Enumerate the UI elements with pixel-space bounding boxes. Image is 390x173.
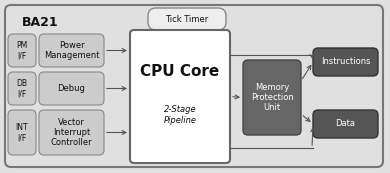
FancyBboxPatch shape: [39, 34, 104, 67]
FancyBboxPatch shape: [148, 8, 226, 30]
FancyBboxPatch shape: [8, 110, 36, 155]
FancyBboxPatch shape: [39, 110, 104, 155]
Text: Debug: Debug: [58, 84, 85, 93]
FancyBboxPatch shape: [5, 5, 383, 167]
FancyBboxPatch shape: [39, 72, 104, 105]
Text: INT
I/F: INT I/F: [16, 123, 28, 142]
FancyBboxPatch shape: [8, 72, 36, 105]
FancyBboxPatch shape: [243, 60, 301, 135]
Text: 2-Stage
Pipeline: 2-Stage Pipeline: [163, 105, 197, 125]
Text: Memory
Protection
Unit: Memory Protection Unit: [251, 83, 293, 112]
Text: PM
I/F: PM I/F: [16, 41, 28, 60]
Text: Data: Data: [335, 120, 356, 129]
FancyBboxPatch shape: [313, 110, 378, 138]
Text: DB
I/F: DB I/F: [16, 79, 28, 98]
FancyBboxPatch shape: [130, 30, 230, 163]
Text: BA21: BA21: [22, 16, 58, 29]
Text: Tick Timer: Tick Timer: [165, 15, 209, 24]
Text: CPU Core: CPU Core: [140, 65, 220, 80]
FancyBboxPatch shape: [8, 34, 36, 67]
Text: Vector
Interrupt
Controller: Vector Interrupt Controller: [51, 118, 92, 147]
FancyBboxPatch shape: [313, 48, 378, 76]
Text: Power
Management: Power Management: [44, 41, 99, 60]
Text: Instructions: Instructions: [321, 57, 370, 66]
